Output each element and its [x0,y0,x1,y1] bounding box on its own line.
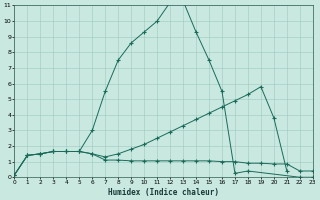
X-axis label: Humidex (Indice chaleur): Humidex (Indice chaleur) [108,188,219,197]
